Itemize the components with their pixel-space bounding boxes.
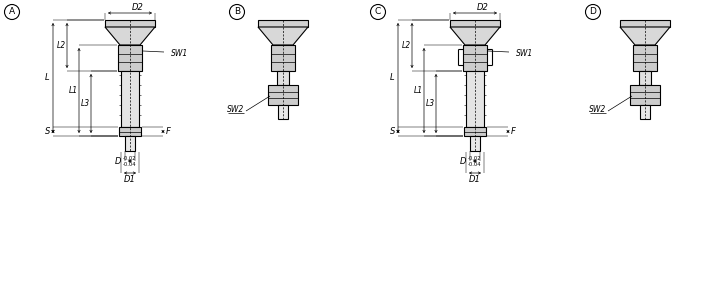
Text: S: S [390,127,395,136]
Text: F: F [166,127,170,136]
Bar [121,71,139,127]
Text: L2: L2 [57,41,65,50]
Text: D2: D2 [477,3,489,12]
Bar [118,45,142,71]
Bar [630,85,660,105]
Bar [278,105,288,119]
Bar [119,127,141,136]
Bar [639,71,651,85]
Text: SW1: SW1 [516,48,534,57]
Bar [620,20,670,27]
Text: L: L [44,73,49,82]
Bar [450,20,500,27]
Bar [277,71,289,85]
Text: D: D [459,157,466,166]
Polygon shape [450,27,500,45]
Polygon shape [620,27,670,45]
Bar [125,136,135,151]
Text: L2: L2 [401,41,411,50]
Bar [640,105,650,119]
Text: L1: L1 [414,86,422,95]
Bar [470,136,480,151]
Bar [258,20,308,27]
Text: C: C [375,8,381,17]
Text: SW1: SW1 [172,48,188,57]
Bar [466,71,484,127]
Text: SW2: SW2 [228,104,244,113]
Bar [464,127,486,136]
Text: D1: D1 [469,175,481,184]
Text: S: S [45,127,51,136]
Text: B: B [234,8,240,17]
Text: L: L [390,73,394,82]
Bar [633,45,657,71]
Text: D1: D1 [124,175,136,184]
Polygon shape [258,27,308,45]
Text: SW2: SW2 [590,104,606,113]
Bar [271,45,295,71]
Text: D2: D2 [132,3,144,12]
Text: -0.04: -0.04 [123,162,137,166]
Text: D: D [114,157,121,166]
Text: L3: L3 [81,99,89,108]
Text: L3: L3 [425,99,435,108]
Text: F: F [510,127,515,136]
Text: -0.02: -0.02 [123,155,137,160]
Text: -0.04: -0.04 [468,162,481,166]
Bar [463,45,487,71]
Text: D: D [590,8,596,17]
Text: A: A [9,8,15,17]
Text: -0.02: -0.02 [468,155,481,160]
Bar [105,20,155,27]
Polygon shape [105,27,155,45]
Text: L1: L1 [68,86,78,95]
Bar [268,85,298,105]
